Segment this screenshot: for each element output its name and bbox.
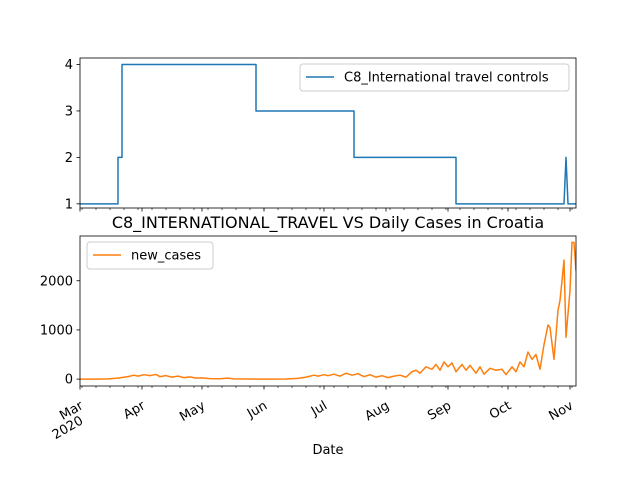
bottom-axes-title: C8_INTERNATIONAL_TRAVEL VS Daily Cases i… bbox=[112, 213, 544, 233]
y-tick-label: 4 bbox=[65, 58, 73, 73]
bottom-series-lines bbox=[80, 241, 576, 380]
y-tick-label: 0 bbox=[65, 373, 73, 388]
top-legend: C8_International travel controls bbox=[299, 63, 570, 92]
top-legend-box bbox=[299, 63, 570, 92]
series-line-c8-international-travel-controls bbox=[80, 63, 576, 205]
y-tick-label: 2000 bbox=[40, 274, 73, 289]
x-tick-label: Jul bbox=[308, 398, 330, 419]
top-axes-frame bbox=[79, 57, 577, 209]
y-tick-label: 1000 bbox=[40, 323, 73, 338]
y-tick-label: 1 bbox=[65, 197, 73, 212]
x-axis-label: Date bbox=[312, 443, 343, 458]
series-line-new-cases bbox=[80, 241, 576, 380]
bottom-legend-label: new_cases bbox=[131, 249, 201, 264]
top-x-ticks bbox=[79, 208, 573, 212]
top-series-lines bbox=[80, 63, 576, 205]
bottom-y-ticks: 0 1000 2000 bbox=[40, 274, 80, 388]
y-tick-label: 3 bbox=[65, 104, 73, 119]
top-legend-label: C8_International travel controls bbox=[344, 71, 549, 86]
bottom-legend: new_cases bbox=[86, 241, 214, 270]
bottom-axes-frame bbox=[79, 235, 577, 387]
y-tick-label: 2 bbox=[65, 151, 73, 166]
top-y-ticks: 1 2 3 4 bbox=[65, 58, 80, 212]
top-axes: 1 2 3 4 C8_International travel controls bbox=[65, 57, 577, 212]
bottom-legend-box bbox=[86, 241, 214, 270]
